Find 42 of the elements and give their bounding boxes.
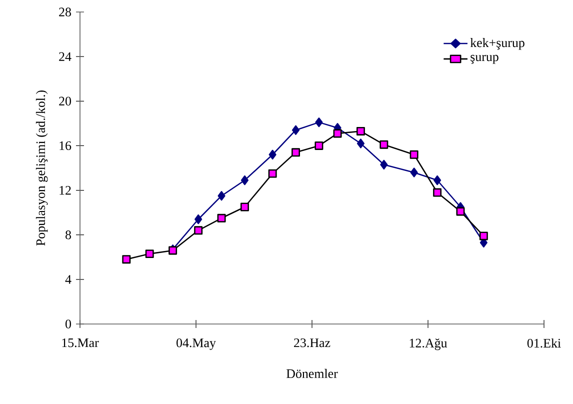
y-tick-label: 16 (60, 141, 72, 150)
y-axis-title: Populasyon gelişimi (ad./kol.) (36, 90, 48, 246)
point (315, 117, 323, 128)
point (456, 207, 465, 216)
x-tick-label: 23.Haz (294, 338, 330, 348)
point (314, 141, 324, 150)
point (240, 202, 249, 212)
point (433, 188, 442, 197)
point (292, 125, 300, 135)
point (333, 129, 342, 138)
point (356, 126, 365, 136)
legend-label: kek+şurup (470, 38, 524, 50)
y-tick-label: 8 (66, 230, 72, 240)
point (380, 160, 388, 170)
y-tick-label: 4 (65, 275, 72, 284)
point (410, 150, 418, 159)
y-tick-label: 24 (59, 52, 72, 61)
y-tick-label: 12 (60, 186, 71, 195)
point (433, 175, 442, 186)
legend-label: şurup (470, 54, 498, 64)
point (410, 168, 418, 178)
point (479, 232, 488, 240)
x-tick-label: 01.Eki (527, 338, 561, 348)
point (268, 169, 277, 178)
point (145, 250, 154, 258)
point (194, 214, 202, 224)
point (194, 226, 203, 235)
x-tick-label: 15.Mar (62, 338, 99, 348)
y-tick-label: 0 (66, 320, 72, 328)
y-tick-label: 20 (59, 96, 72, 106)
point (356, 138, 365, 148)
point (292, 148, 300, 157)
point (218, 191, 226, 201)
y-tick-label: 28 (59, 8, 72, 16)
point (240, 175, 249, 186)
x-tick-label: 04.May (176, 338, 216, 350)
point (217, 214, 226, 222)
point (380, 140, 388, 149)
point (122, 255, 131, 264)
x-tick-label: 12.Ağu (410, 338, 448, 350)
point (268, 150, 276, 160)
x-axis-title: Dönemler (286, 368, 338, 378)
